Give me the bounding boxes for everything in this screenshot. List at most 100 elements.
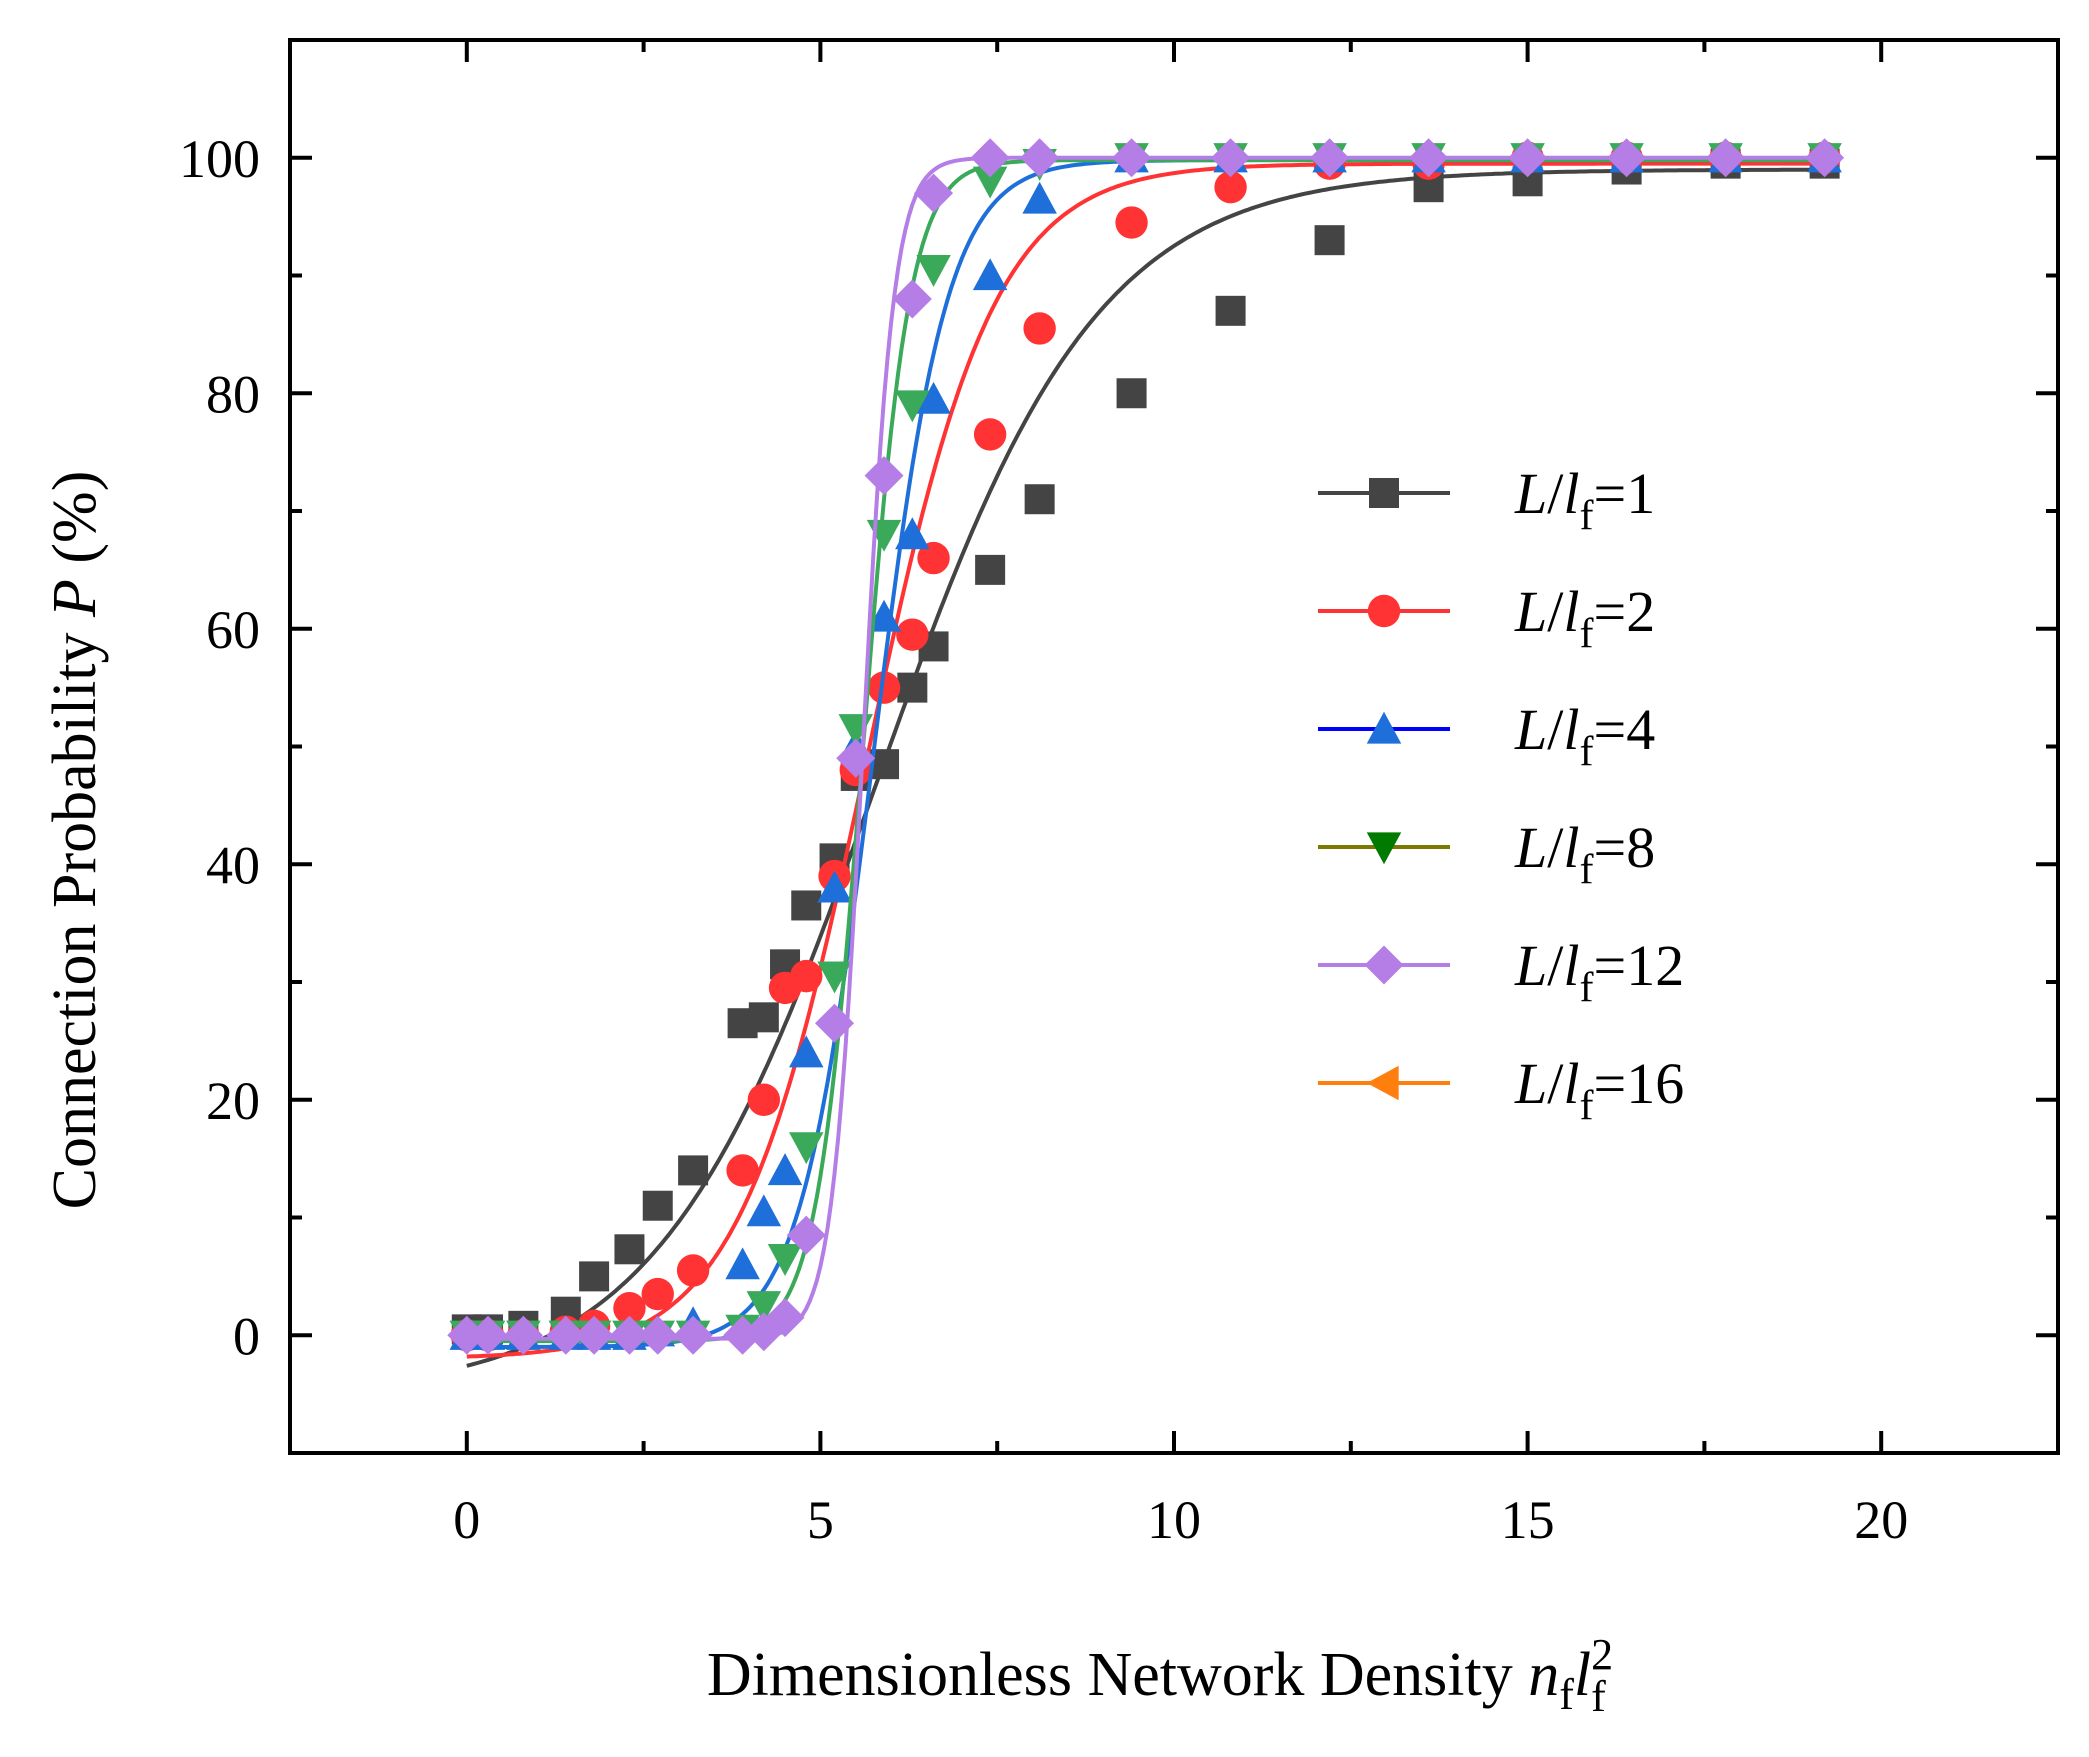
legend-item-1: L/lf=1 <box>1318 461 1655 539</box>
data-point-8 <box>817 961 852 994</box>
y-tick-label: 60 <box>206 600 260 660</box>
data-point-4 <box>895 517 930 550</box>
legend-marker <box>1369 478 1399 508</box>
y-tick-label: 40 <box>206 835 260 895</box>
data-point-1 <box>897 672 928 703</box>
data-point-2 <box>676 1254 710 1287</box>
data-point-1 <box>1116 378 1147 409</box>
data-point-2 <box>973 418 1007 451</box>
legend-item-16: L/lf=16 <box>1318 1051 1684 1129</box>
data-point-8 <box>767 1244 803 1276</box>
data-point-1 <box>975 554 1006 585</box>
data-point-1 <box>748 1002 779 1033</box>
data-point-1 <box>614 1234 645 1265</box>
y-tick-label: 80 <box>206 364 260 424</box>
data-point-12 <box>447 1315 487 1355</box>
data-point-2 <box>1214 170 1247 204</box>
data-point-12 <box>638 1315 678 1355</box>
data-point-8 <box>895 390 930 423</box>
x-tick-label: 20 <box>1854 1490 1908 1550</box>
x-axis-math-l: l <box>1574 1641 1591 1709</box>
x-tick-label: 10 <box>1147 1490 1201 1550</box>
data-point-1 <box>678 1155 709 1186</box>
data-point-12 <box>1112 138 1152 178</box>
y-axis-title: Connection Probability P (%) <box>41 471 109 1210</box>
data-point-12 <box>786 1215 826 1255</box>
data-point-8 <box>746 1291 782 1324</box>
fit-line-1 <box>466 167 1825 1368</box>
data-point-12 <box>546 1315 586 1355</box>
data-point-12 <box>1805 138 1845 178</box>
legend-marker <box>1366 832 1402 865</box>
legend-label: L/lf=2 <box>1514 579 1655 657</box>
series-layer <box>447 138 1845 1368</box>
data-point-4 <box>1022 181 1057 214</box>
legend-label: L/lf=8 <box>1514 815 1655 893</box>
data-point-12 <box>864 456 904 496</box>
data-point-2 <box>1115 206 1148 239</box>
data-point-2 <box>896 618 929 651</box>
data-point-1 <box>579 1261 610 1292</box>
data-point-12 <box>815 1003 855 1043</box>
legend-marker <box>1366 1065 1399 1101</box>
data-point-12 <box>673 1315 713 1355</box>
y-tick-label: 20 <box>206 1071 260 1131</box>
y-axis-title-text: Connection Probability <box>41 632 109 1209</box>
data-point-4 <box>817 870 852 903</box>
data-point-12 <box>1020 138 1060 178</box>
legend-marker <box>1366 711 1402 744</box>
y-axis-title-unit: (%) <box>41 471 109 564</box>
x-tick-label: 0 <box>453 1490 480 1550</box>
data-point-12 <box>836 738 876 778</box>
data-point-12 <box>1211 138 1251 178</box>
x-tick-label: 5 <box>807 1490 834 1550</box>
x-axis-math-n: n <box>1528 1641 1559 1709</box>
data-point-4 <box>916 381 951 414</box>
data-point-12 <box>1310 138 1350 178</box>
data-point-2 <box>790 959 823 993</box>
data-point-4 <box>767 1153 803 1186</box>
legend-item-4: L/lf=4 <box>1318 697 1655 775</box>
legend-item-12: L/lf=12 <box>1318 933 1684 1011</box>
data-point-12 <box>1409 138 1449 178</box>
data-point-8 <box>972 166 1008 199</box>
x-tick-label: 15 <box>1501 1490 1555 1550</box>
data-point-12 <box>468 1315 508 1355</box>
legend-label: L/lf=1 <box>1514 461 1655 539</box>
data-point-1 <box>1024 484 1055 515</box>
data-point-12 <box>574 1315 614 1355</box>
y-tick-label: 100 <box>179 129 260 189</box>
legend-item-8: L/lf=8 <box>1318 815 1655 893</box>
ticks-layer: 0 5 10 15 20 0 20 40 60 80 100 <box>179 40 2058 1550</box>
data-point-2 <box>867 671 901 704</box>
data-point-2 <box>726 1154 759 1187</box>
data-point-12 <box>609 1315 649 1355</box>
data-point-4 <box>972 258 1008 291</box>
data-point-12 <box>914 173 954 213</box>
data-point-4 <box>725 1247 760 1280</box>
data-point-2 <box>1023 312 1056 345</box>
data-point-12 <box>970 138 1010 178</box>
data-point-1 <box>642 1190 673 1221</box>
legend: L/lf=1 L/lf=2 L/lf=4 L/lf=8 L/lf=12 L/lf=16 <box>1318 461 1684 1129</box>
data-point-4 <box>866 599 902 632</box>
data-point-8 <box>916 254 951 287</box>
series-12 <box>447 138 1845 1355</box>
y-tick-label: 0 <box>233 1306 260 1366</box>
data-point-4 <box>789 1035 824 1068</box>
data-point-12 <box>1508 138 1548 178</box>
data-point-12 <box>503 1315 543 1355</box>
legend-marker <box>1367 594 1401 628</box>
data-point-2 <box>747 1083 781 1116</box>
data-point-4 <box>746 1194 782 1227</box>
data-point-12 <box>892 279 932 319</box>
data-point-12 <box>1607 138 1647 178</box>
legend-item-2: L/lf=2 <box>1318 579 1655 657</box>
data-point-8 <box>789 1132 824 1165</box>
legend-label: L/lf=12 <box>1514 933 1684 1011</box>
data-point-12 <box>765 1298 805 1338</box>
legend-marker <box>1364 945 1404 985</box>
data-point-2 <box>917 541 950 575</box>
